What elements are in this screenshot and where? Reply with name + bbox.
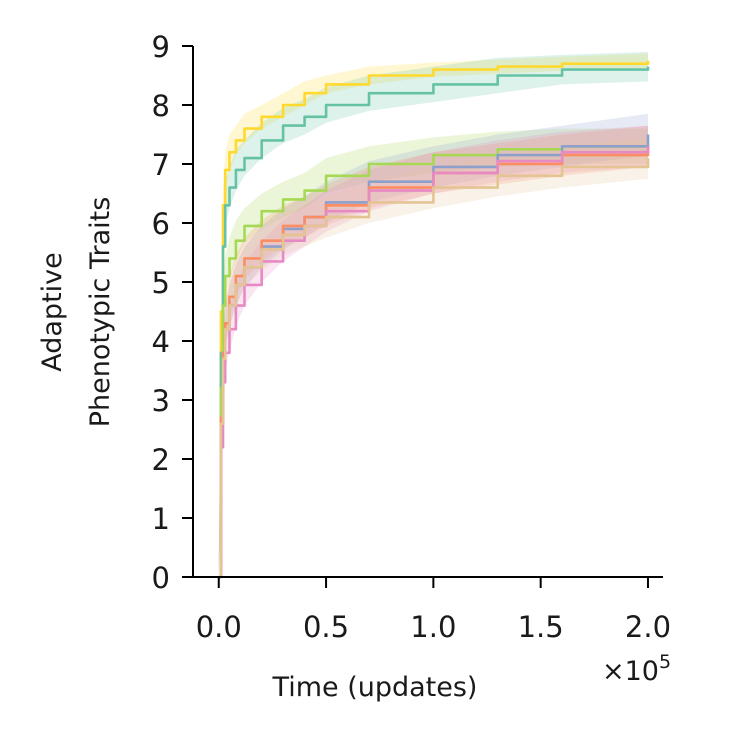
y-tick-label: 5 — [152, 266, 170, 300]
y-tick-label: 9 — [152, 30, 170, 64]
x-tick-label: 2.0 — [625, 610, 671, 644]
x-axis-multiplier-exponent: 5 — [659, 651, 671, 673]
y-axis-ticks: 0 1 2 3 4 5 6 7 8 9 — [152, 30, 193, 595]
x-axis-multiplier-base: ×10 — [602, 656, 659, 687]
series-1-band — [218, 53, 649, 577]
y-tick-label: 4 — [152, 325, 170, 359]
confidence-bands — [218, 51, 649, 578]
x-tick-label: 1.0 — [410, 610, 456, 644]
x-tick-label: 1.5 — [518, 610, 564, 644]
series-7-line — [218, 158, 650, 579]
series-7-band — [218, 137, 649, 577]
y-axis-label-line-1: Adaptive — [37, 252, 68, 372]
series-3-line — [218, 145, 648, 579]
series-lines — [218, 60, 650, 579]
series-2-line — [218, 66, 650, 579]
y-axis-label-line-2: Phenotypic Traits — [85, 197, 116, 428]
y-tick-label: 7 — [152, 148, 170, 182]
series-6-line — [218, 146, 650, 579]
x-axis-ticks: 0.0 0.5 1.0 1.5 2.0 — [196, 577, 671, 644]
y-tick-label: 3 — [152, 384, 170, 418]
series-4-band — [218, 113, 649, 578]
y-tick-label: 1 — [152, 502, 170, 536]
x-axis-label: Time (updates) — [272, 672, 478, 703]
y-tick-label: 2 — [152, 443, 170, 477]
series-5-band — [218, 125, 649, 577]
y-tick-label: 6 — [152, 207, 170, 241]
x-tick-label: 0.0 — [196, 610, 242, 644]
y-tick-label: 8 — [152, 89, 170, 123]
x-tick-label: 0.5 — [303, 610, 349, 644]
y-tick-label: 0 — [152, 561, 170, 595]
x-axis-multiplier: ×105 — [602, 651, 671, 687]
